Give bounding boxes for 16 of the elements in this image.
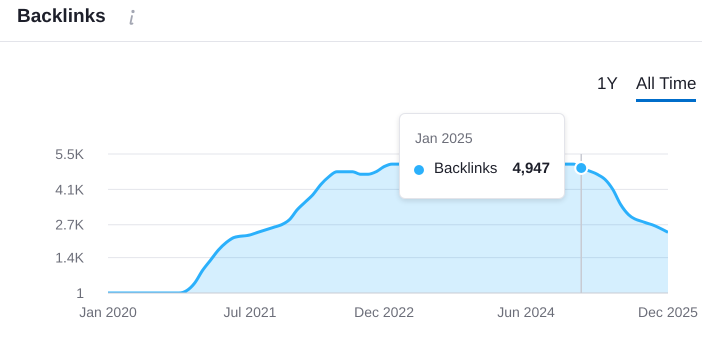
tooltip-card: Jan 2025 Backlinks 4,947 — [399, 113, 565, 199]
x-tick-label: Jun 2024 — [497, 304, 556, 320]
y-tick-label: 5.5K — [55, 146, 85, 162]
x-tick-label: Jul 2021 — [224, 304, 277, 320]
annotation: 4,947 — [512, 160, 550, 177]
x-tick-label: Dec 2022 — [354, 304, 414, 320]
text: All Time — [636, 74, 696, 102]
legend-label: Backlinks — [434, 160, 498, 177]
y-tick-label: 2.7K — [55, 216, 85, 233]
y-tick-label: 4.1K — [55, 181, 85, 198]
x-tick-label: Dec 2025 — [638, 304, 698, 320]
y-tick-label: 1.4K — [55, 250, 85, 266]
y-tick-label: 1 — [76, 284, 84, 301]
text: 1Y — [597, 74, 618, 95]
x-tick-label: Jan 2020 — [79, 304, 138, 320]
chart-title: Backlinks — [17, 6, 106, 28]
